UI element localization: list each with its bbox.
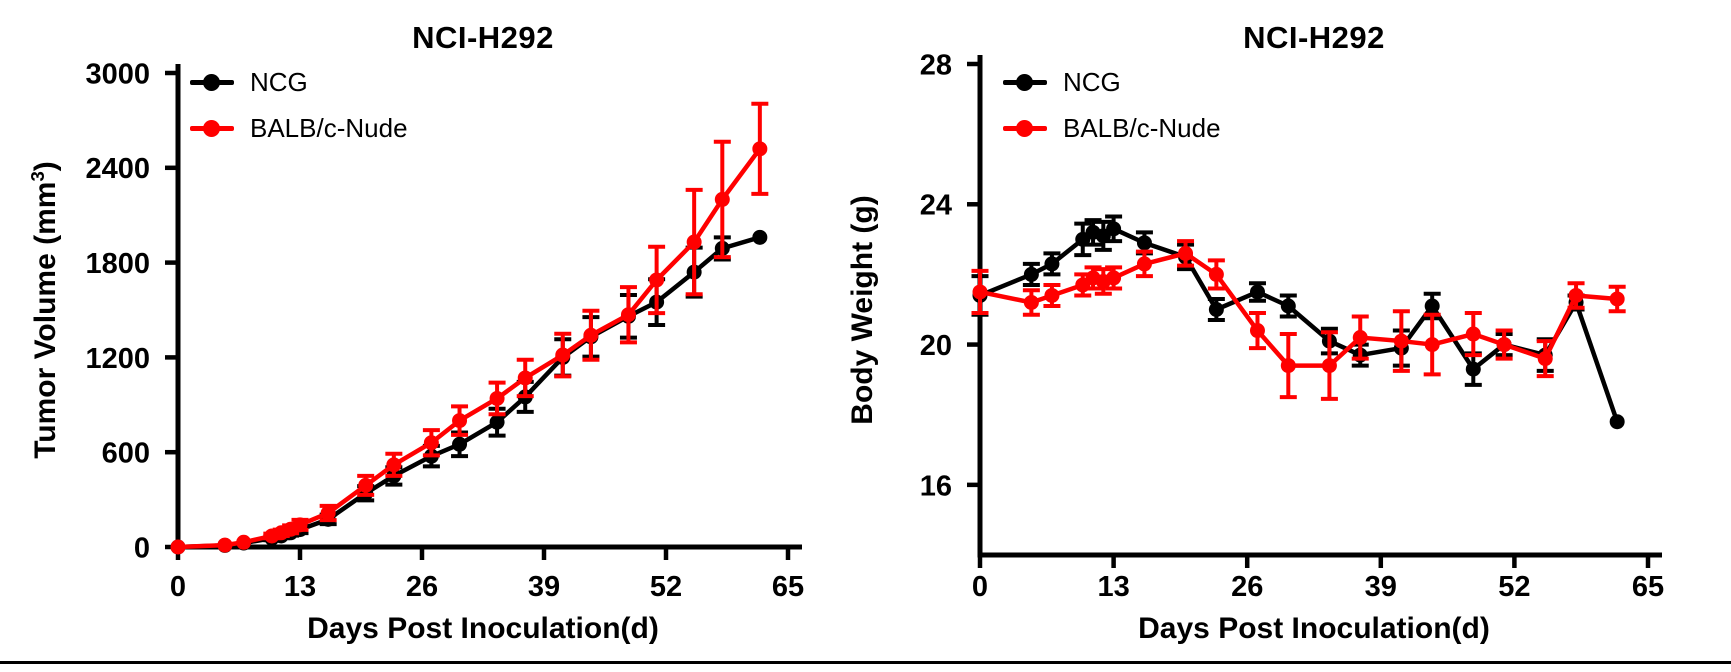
svg-text:1800: 1800 bbox=[85, 248, 150, 280]
body-weight-plot: 16 20 24 28 0 13 26 39 52 65 bbox=[920, 49, 1664, 603]
legend-label-balb-c-nude: BALB/c-Nude bbox=[1063, 112, 1221, 143]
page-bottom-divider bbox=[0, 661, 1731, 664]
svg-text:2400: 2400 bbox=[85, 153, 150, 185]
legend-item-ncg: NCG bbox=[190, 66, 408, 98]
svg-text:16: 16 bbox=[920, 470, 952, 502]
body-weight-y-axis-label: Body Weight (g) bbox=[844, 195, 880, 424]
y-label-superscript: 3 bbox=[27, 171, 48, 182]
y-label-text-end: ) bbox=[29, 161, 62, 172]
ncg-line-marker-icon bbox=[1003, 73, 1047, 91]
svg-text:24: 24 bbox=[920, 190, 952, 222]
balb-c-nude-line-marker-icon bbox=[190, 119, 234, 137]
body-weight-x-axis-label: Days Post Inoculation(d) bbox=[1138, 612, 1490, 645]
tumor-volume-plot: 0 600 1200 1800 2400 3000 0 13 26 39 52 65 bbox=[85, 58, 804, 603]
legend-label-ncg: NCG bbox=[1063, 66, 1121, 97]
y-label-text: Tumor Volume (mm bbox=[29, 181, 62, 459]
svg-text:65: 65 bbox=[1632, 571, 1664, 603]
svg-text:3000: 3000 bbox=[85, 58, 150, 90]
tumor-volume-chart-title: NCI-H292 bbox=[412, 20, 554, 55]
svg-text:65: 65 bbox=[772, 571, 804, 603]
svg-text:26: 26 bbox=[1231, 571, 1263, 603]
legend-item-balb-c-nude: BALB/c-Nude bbox=[1003, 112, 1221, 144]
svg-text:39: 39 bbox=[1365, 571, 1397, 603]
ncg-line-marker-icon bbox=[190, 73, 234, 91]
svg-text:26: 26 bbox=[406, 571, 438, 603]
svg-text:39: 39 bbox=[528, 571, 560, 603]
svg-text:0: 0 bbox=[170, 571, 186, 603]
y-label-text: Body Weight (g) bbox=[846, 195, 879, 425]
series-ncg bbox=[971, 214, 1625, 430]
svg-text:0: 0 bbox=[134, 532, 150, 564]
legend-label-ncg: NCG bbox=[250, 66, 308, 97]
svg-text:20: 20 bbox=[920, 330, 952, 362]
series-balb-c-nude bbox=[170, 101, 769, 555]
legend-item-ncg: NCG bbox=[1003, 66, 1221, 98]
svg-text:13: 13 bbox=[284, 571, 316, 603]
svg-text:13: 13 bbox=[1097, 571, 1129, 603]
legend-item-balb-c-nude: BALB/c-Nude bbox=[190, 112, 408, 144]
svg-text:0: 0 bbox=[972, 571, 988, 603]
tumor-volume-x-axis-label: Days Post Inoculation(d) bbox=[307, 612, 659, 645]
svg-text:600: 600 bbox=[102, 438, 150, 470]
tumor-volume-y-axis-label: Tumor Volume (mm3) bbox=[27, 161, 63, 459]
series-balb-c-nude bbox=[971, 239, 1626, 401]
series-ncg bbox=[170, 229, 768, 555]
svg-text:52: 52 bbox=[1498, 571, 1530, 603]
svg-text:28: 28 bbox=[920, 49, 952, 81]
legend-label-balb-c-nude: BALB/c-Nude bbox=[250, 112, 408, 143]
svg-text:1200: 1200 bbox=[85, 343, 150, 375]
body-weight-legend: NCG BALB/c-Nude bbox=[1003, 66, 1221, 158]
svg-text:52: 52 bbox=[650, 571, 682, 603]
tumor-volume-legend: NCG BALB/c-Nude bbox=[190, 66, 408, 158]
body-weight-chart-title: NCI-H292 bbox=[1243, 20, 1385, 55]
balb-c-nude-line-marker-icon bbox=[1003, 119, 1047, 137]
